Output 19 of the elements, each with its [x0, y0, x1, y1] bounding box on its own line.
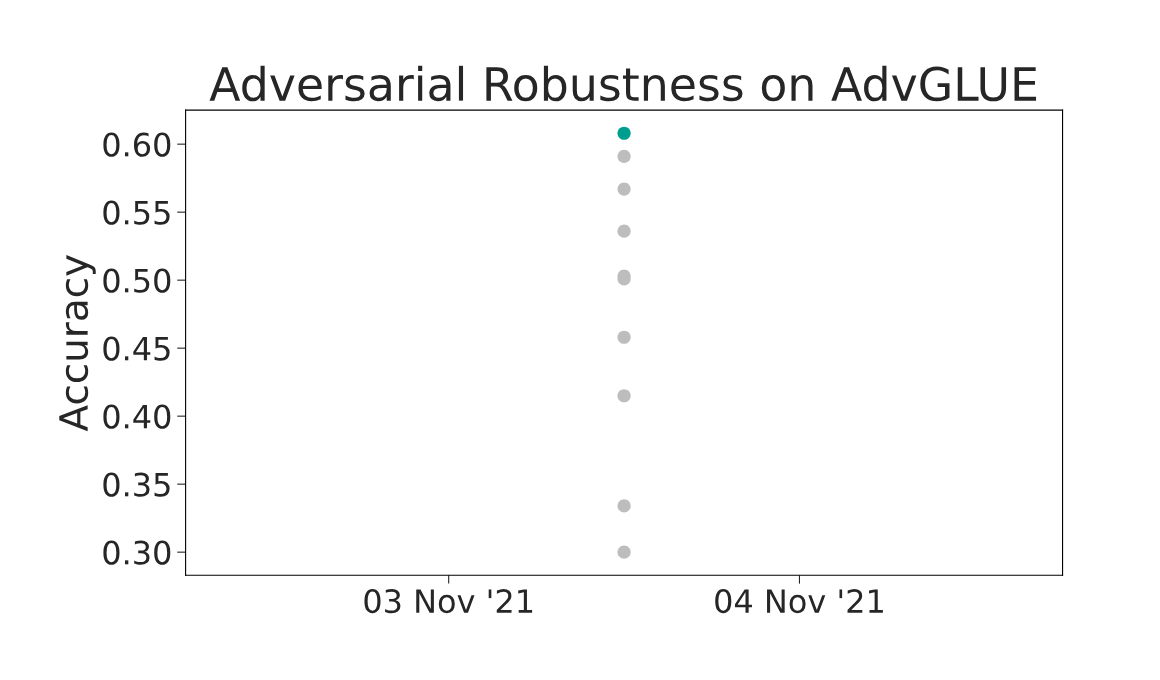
point	[617, 149, 631, 163]
point	[617, 224, 631, 238]
point	[617, 182, 631, 196]
point	[617, 126, 631, 140]
y-tick-label: 0.45	[103, 336, 170, 361]
y-tick-label: 0.55	[103, 200, 170, 225]
y-tick-label: 0.50	[103, 268, 171, 293]
y-tick-label: 0.35	[103, 472, 170, 497]
y-axis-title: Accuracy	[59, 255, 96, 432]
point	[617, 389, 631, 403]
y-tick-label: 0.30	[103, 540, 171, 565]
point	[617, 499, 631, 513]
point	[617, 330, 631, 344]
y-tick-label: 0.60	[103, 132, 171, 157]
x-tick-label: 04 Nov '21	[715, 589, 883, 614]
chart-title: Adversarial Robustness on AdvGLUE	[209, 65, 1037, 102]
y-tick-label: 0.40	[103, 404, 171, 429]
point	[617, 545, 631, 559]
x-tick-label: 03 Nov '21	[364, 589, 533, 614]
